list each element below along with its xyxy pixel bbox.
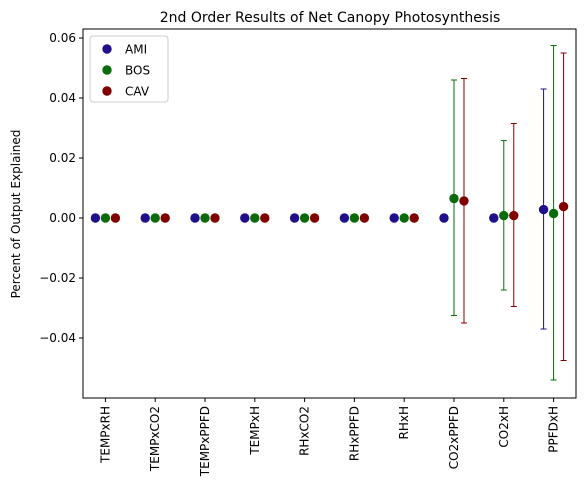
y-axis-label: Percent of Output Explained <box>9 130 23 299</box>
x-tick-label: CO2xPPFD <box>447 406 461 469</box>
data-point-ami <box>489 213 499 223</box>
data-point-cav <box>359 213 370 223</box>
data-point-ami <box>90 213 101 223</box>
data-point-ami <box>190 213 200 223</box>
plot-frame <box>82 28 577 399</box>
data-point-cav <box>459 196 469 206</box>
y-tick-label: −0.04 <box>39 331 76 345</box>
data-point-cav <box>210 213 220 223</box>
x-tick-label: TEMPxCO2 <box>148 406 162 472</box>
plot-area: −0.04 −0.02 0.00 0.02 0.04 0.06 TEMPxRH TEMPxCO… <box>39 31 569 477</box>
legend-marker-cav <box>102 86 112 96</box>
data-point-bos <box>449 193 459 204</box>
data-point-bos <box>200 213 210 223</box>
legend-label-ami: AMI <box>125 43 147 57</box>
chart-title: 2nd Order Results of Net Canopy Photosyn… <box>160 10 501 26</box>
data-point-bos <box>548 208 559 219</box>
legend-marker-bos <box>102 65 112 75</box>
y-tick-label: 0.04 <box>49 91 76 105</box>
y-tick-label: 0.02 <box>49 151 76 165</box>
legend-label-cav: CAV <box>125 85 150 99</box>
x-tick-label: TEMPxPPFD <box>198 406 212 477</box>
data-point-ami <box>240 213 250 223</box>
data-point-ami <box>140 213 150 223</box>
data-point-cav <box>260 213 270 223</box>
data-point-ami <box>439 213 449 223</box>
data-point-bos <box>349 213 360 223</box>
legend: AMI BOS CAV <box>89 35 169 103</box>
data-point-bos <box>150 213 160 223</box>
data-point-bos <box>499 210 509 221</box>
data-point-ami <box>389 213 399 223</box>
y-tick-label: 0.00 <box>49 211 76 225</box>
data-point-cav <box>409 213 419 223</box>
legend-label-bos: BOS <box>125 64 150 78</box>
data-point-cav <box>110 213 121 223</box>
x-tick-label: TEMPxRH <box>98 406 112 464</box>
data-point-ami <box>289 213 300 223</box>
data-point-cav <box>309 213 320 223</box>
y-tick-label: −0.02 <box>39 271 76 285</box>
legend-marker-ami <box>102 44 112 54</box>
data-point-bos <box>250 213 260 223</box>
x-tick-label: RHxH <box>397 406 411 440</box>
data-point-ami <box>538 204 549 215</box>
y-tick-label: 0.06 <box>49 31 76 45</box>
x-tick-label: PPFDxH <box>547 406 561 453</box>
x-tick-label: CO2xH <box>497 406 511 448</box>
data-point-ami <box>339 213 350 223</box>
x-tick-label: RHxCO2 <box>298 406 312 456</box>
data-point-cav <box>509 210 519 221</box>
x-tick-label: RHxPPFD <box>347 406 361 461</box>
data-point-bos <box>299 213 310 223</box>
data-point-cav <box>160 213 170 223</box>
data-point-bos <box>100 213 111 223</box>
data-point-bos <box>399 213 409 223</box>
data-point-cav <box>558 201 569 212</box>
x-tick-label: TEMPxH <box>248 406 262 456</box>
